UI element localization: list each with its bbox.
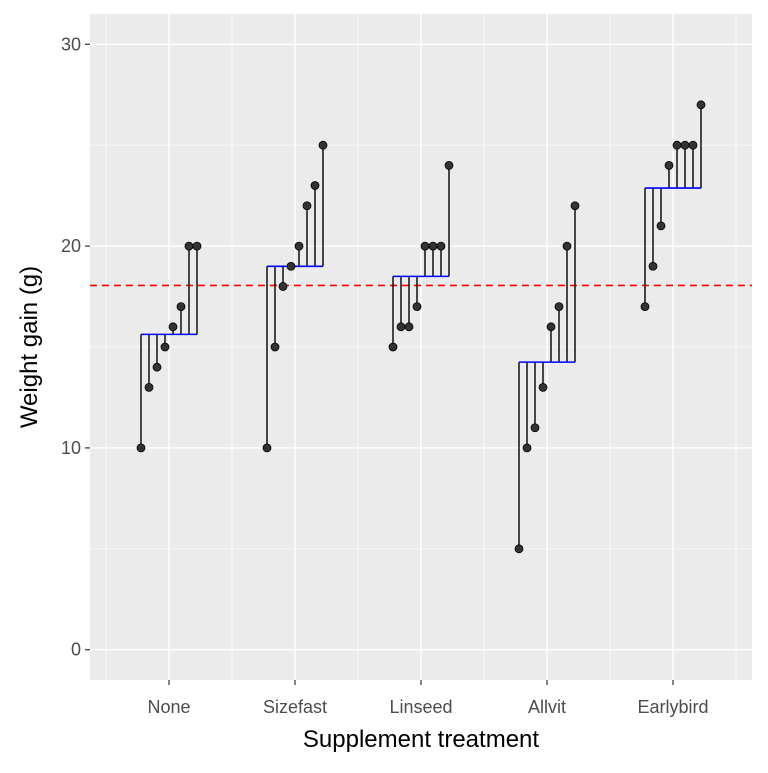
point [640, 302, 650, 312]
point [570, 201, 580, 211]
point [310, 181, 320, 190]
point [680, 140, 690, 150]
x-tick-label: Sizefast [263, 697, 327, 717]
point [688, 140, 698, 150]
point [428, 241, 438, 251]
point [388, 342, 398, 352]
point [286, 261, 296, 271]
point [696, 100, 706, 110]
point [554, 302, 564, 312]
point [302, 201, 312, 211]
point [262, 443, 272, 453]
point [562, 241, 572, 251]
point [672, 140, 682, 150]
point [168, 322, 178, 332]
point [664, 160, 674, 170]
point [144, 382, 154, 392]
point [270, 342, 280, 352]
point [522, 443, 532, 453]
point [420, 241, 430, 251]
y-tick-label: 30 [61, 34, 81, 54]
x-tick-label: None [147, 697, 190, 717]
x-tick-label: Linseed [389, 697, 452, 717]
x-tick-label: Earlybird [637, 697, 708, 717]
point [184, 241, 194, 251]
x-axis-title: Supplement treatment [303, 726, 539, 753]
y-tick-label: 0 [71, 640, 81, 660]
x-tick-label: Allvit [528, 697, 566, 717]
point [160, 342, 170, 352]
y-tick-label: 10 [61, 438, 81, 458]
point [176, 302, 186, 312]
point [318, 140, 328, 150]
point [656, 221, 666, 231]
point [546, 322, 556, 332]
point [136, 443, 146, 453]
point [530, 423, 540, 433]
point [538, 382, 548, 392]
point [294, 241, 304, 251]
point [648, 261, 658, 271]
point [514, 544, 524, 554]
point [192, 241, 202, 251]
point [404, 322, 414, 332]
y-axis-title: Weight gain (g) [16, 266, 43, 428]
point [278, 282, 288, 291]
point [396, 322, 406, 332]
point [412, 302, 422, 312]
point [436, 241, 446, 251]
point [444, 160, 454, 170]
y-tick-label: 20 [61, 236, 81, 256]
point [152, 362, 162, 372]
